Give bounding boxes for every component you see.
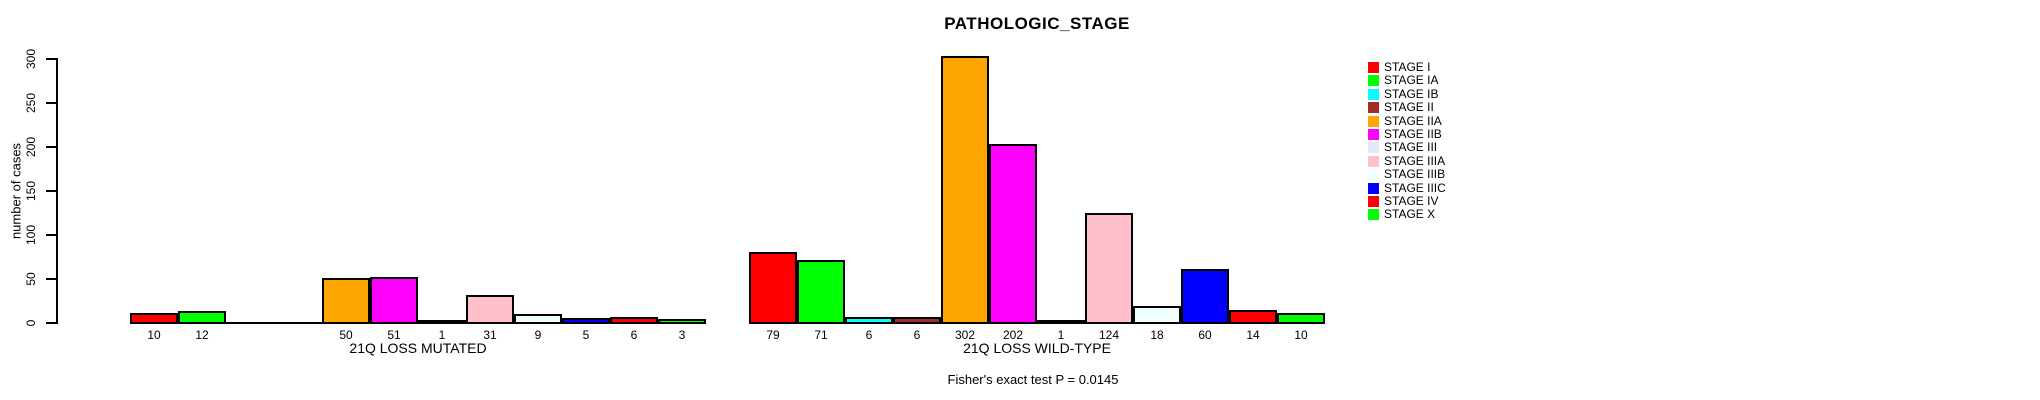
bar-value-label: 124 [1098, 328, 1120, 342]
y-tick-label: 100 [24, 224, 38, 246]
bar-value-label: 5 [582, 328, 590, 342]
y-tick [46, 234, 56, 236]
legend-swatch [1368, 142, 1379, 154]
legend-swatch [1368, 182, 1379, 194]
bar-stage-iia [322, 278, 370, 324]
bar-value-label: 18 [1150, 328, 1164, 342]
bar-stage-iiic [562, 317, 610, 324]
bar-value-label: 1 [438, 328, 446, 342]
legend-item-label: STAGE IIIA [1384, 153, 1446, 168]
bar-value-label: 3 [678, 328, 686, 342]
legend-swatch [1368, 102, 1379, 114]
bar-stage-iv [1229, 309, 1277, 324]
y-tick-label: 50 [24, 272, 38, 286]
y-tick [46, 102, 56, 104]
bar-stage-iia [941, 56, 989, 324]
y-tick-label: 0 [24, 319, 38, 327]
bar-value-label: 14 [1246, 328, 1260, 342]
bar-stage-x [1277, 313, 1325, 324]
x-axis-label-wildtype: 21Q LOSS WILD-TYPE [963, 340, 1111, 356]
bar-value-label: 6 [630, 328, 638, 342]
bar-stage-ia [178, 311, 226, 324]
bar-stage-ii [893, 316, 941, 324]
bar-stage-iiia [1085, 212, 1133, 324]
legend-item-label: STAGE X [1384, 207, 1436, 222]
bar-value-label: 71 [814, 328, 828, 342]
legend-swatch [1368, 129, 1379, 140]
bar-stage-iiic [1181, 269, 1229, 324]
y-axis-label: number of cases [8, 142, 24, 240]
bar-stage-ib [845, 316, 893, 324]
y-tick [46, 146, 56, 148]
bar-stage-i [130, 313, 178, 324]
bar-value-label: 31 [483, 328, 497, 342]
bar-value-label: 12 [195, 328, 209, 342]
legend-swatch [1368, 75, 1379, 87]
bar-value-label: 302 [954, 328, 976, 342]
y-tick [46, 278, 56, 280]
legend-item-label: STAGE IIB [1384, 127, 1442, 141]
y-tick-label: 300 [24, 48, 38, 70]
legend-item-label: STAGE III [1384, 140, 1438, 155]
bar-value-label: 10 [147, 328, 161, 342]
fisher-test-annotation: Fisher's exact test P = 0.0145 [947, 372, 1119, 387]
bar-value-label: 9 [534, 328, 542, 342]
y-tick [46, 322, 56, 324]
bar-stage-iib [989, 144, 1037, 324]
legend-swatch [1368, 115, 1379, 127]
bar-stage-iiia [466, 294, 514, 324]
bar-value-label: 10 [1294, 328, 1308, 342]
x-axis-label-mutated: 21Q LOSS MUTATED [349, 340, 487, 356]
bar-stage-iii [418, 320, 466, 324]
legend-item-label: STAGE IV [1384, 194, 1439, 208]
bar-stage-iib [370, 277, 418, 324]
legend-item-label: STAGE IIIB [1384, 167, 1446, 182]
bar-value-label: 50 [339, 328, 353, 342]
legend-item-label: STAGE IIIC [1384, 180, 1446, 195]
legend-item-label: STAGE I [1384, 60, 1431, 74]
y-axis-line [56, 58, 58, 324]
bar-value-label: 1 [1057, 328, 1065, 342]
legend-swatch [1368, 88, 1379, 100]
legend-swatch [1368, 62, 1379, 73]
y-tick-label: 200 [24, 136, 38, 158]
legend-swatch [1368, 196, 1379, 207]
legend-swatch [1368, 209, 1379, 221]
legend-swatch [1368, 169, 1379, 181]
bar-stage-x [658, 319, 706, 324]
y-tick [46, 58, 56, 60]
bar-stage-i [749, 252, 797, 324]
bar-stage-iiib [514, 314, 562, 324]
y-tick-label: 150 [24, 180, 38, 202]
bar-value-label: 79 [766, 328, 780, 342]
legend-item-label: STAGE IA [1384, 73, 1439, 88]
bar-value-label: 202 [1002, 328, 1024, 342]
legend-item-label: STAGE IIA [1384, 113, 1442, 128]
bar-value-label: 6 [913, 328, 921, 342]
bar-stage-iv [610, 316, 658, 324]
bar-value-label: 60 [1198, 328, 1212, 342]
legend-item-label: STAGE II [1384, 100, 1434, 115]
y-tick [46, 190, 56, 192]
chart-title: PATHOLOGIC_STAGE [944, 14, 1130, 33]
legend-item-label: STAGE IB [1384, 86, 1439, 101]
bar-stage-ia [797, 259, 845, 324]
bar-stage-iii [1037, 320, 1085, 324]
bar-value-label: 51 [387, 328, 401, 342]
bar-value-label: 6 [865, 328, 873, 342]
bar-stage-iiib [1133, 306, 1181, 324]
legend-swatch [1368, 155, 1379, 167]
y-tick-label: 250 [24, 92, 38, 114]
